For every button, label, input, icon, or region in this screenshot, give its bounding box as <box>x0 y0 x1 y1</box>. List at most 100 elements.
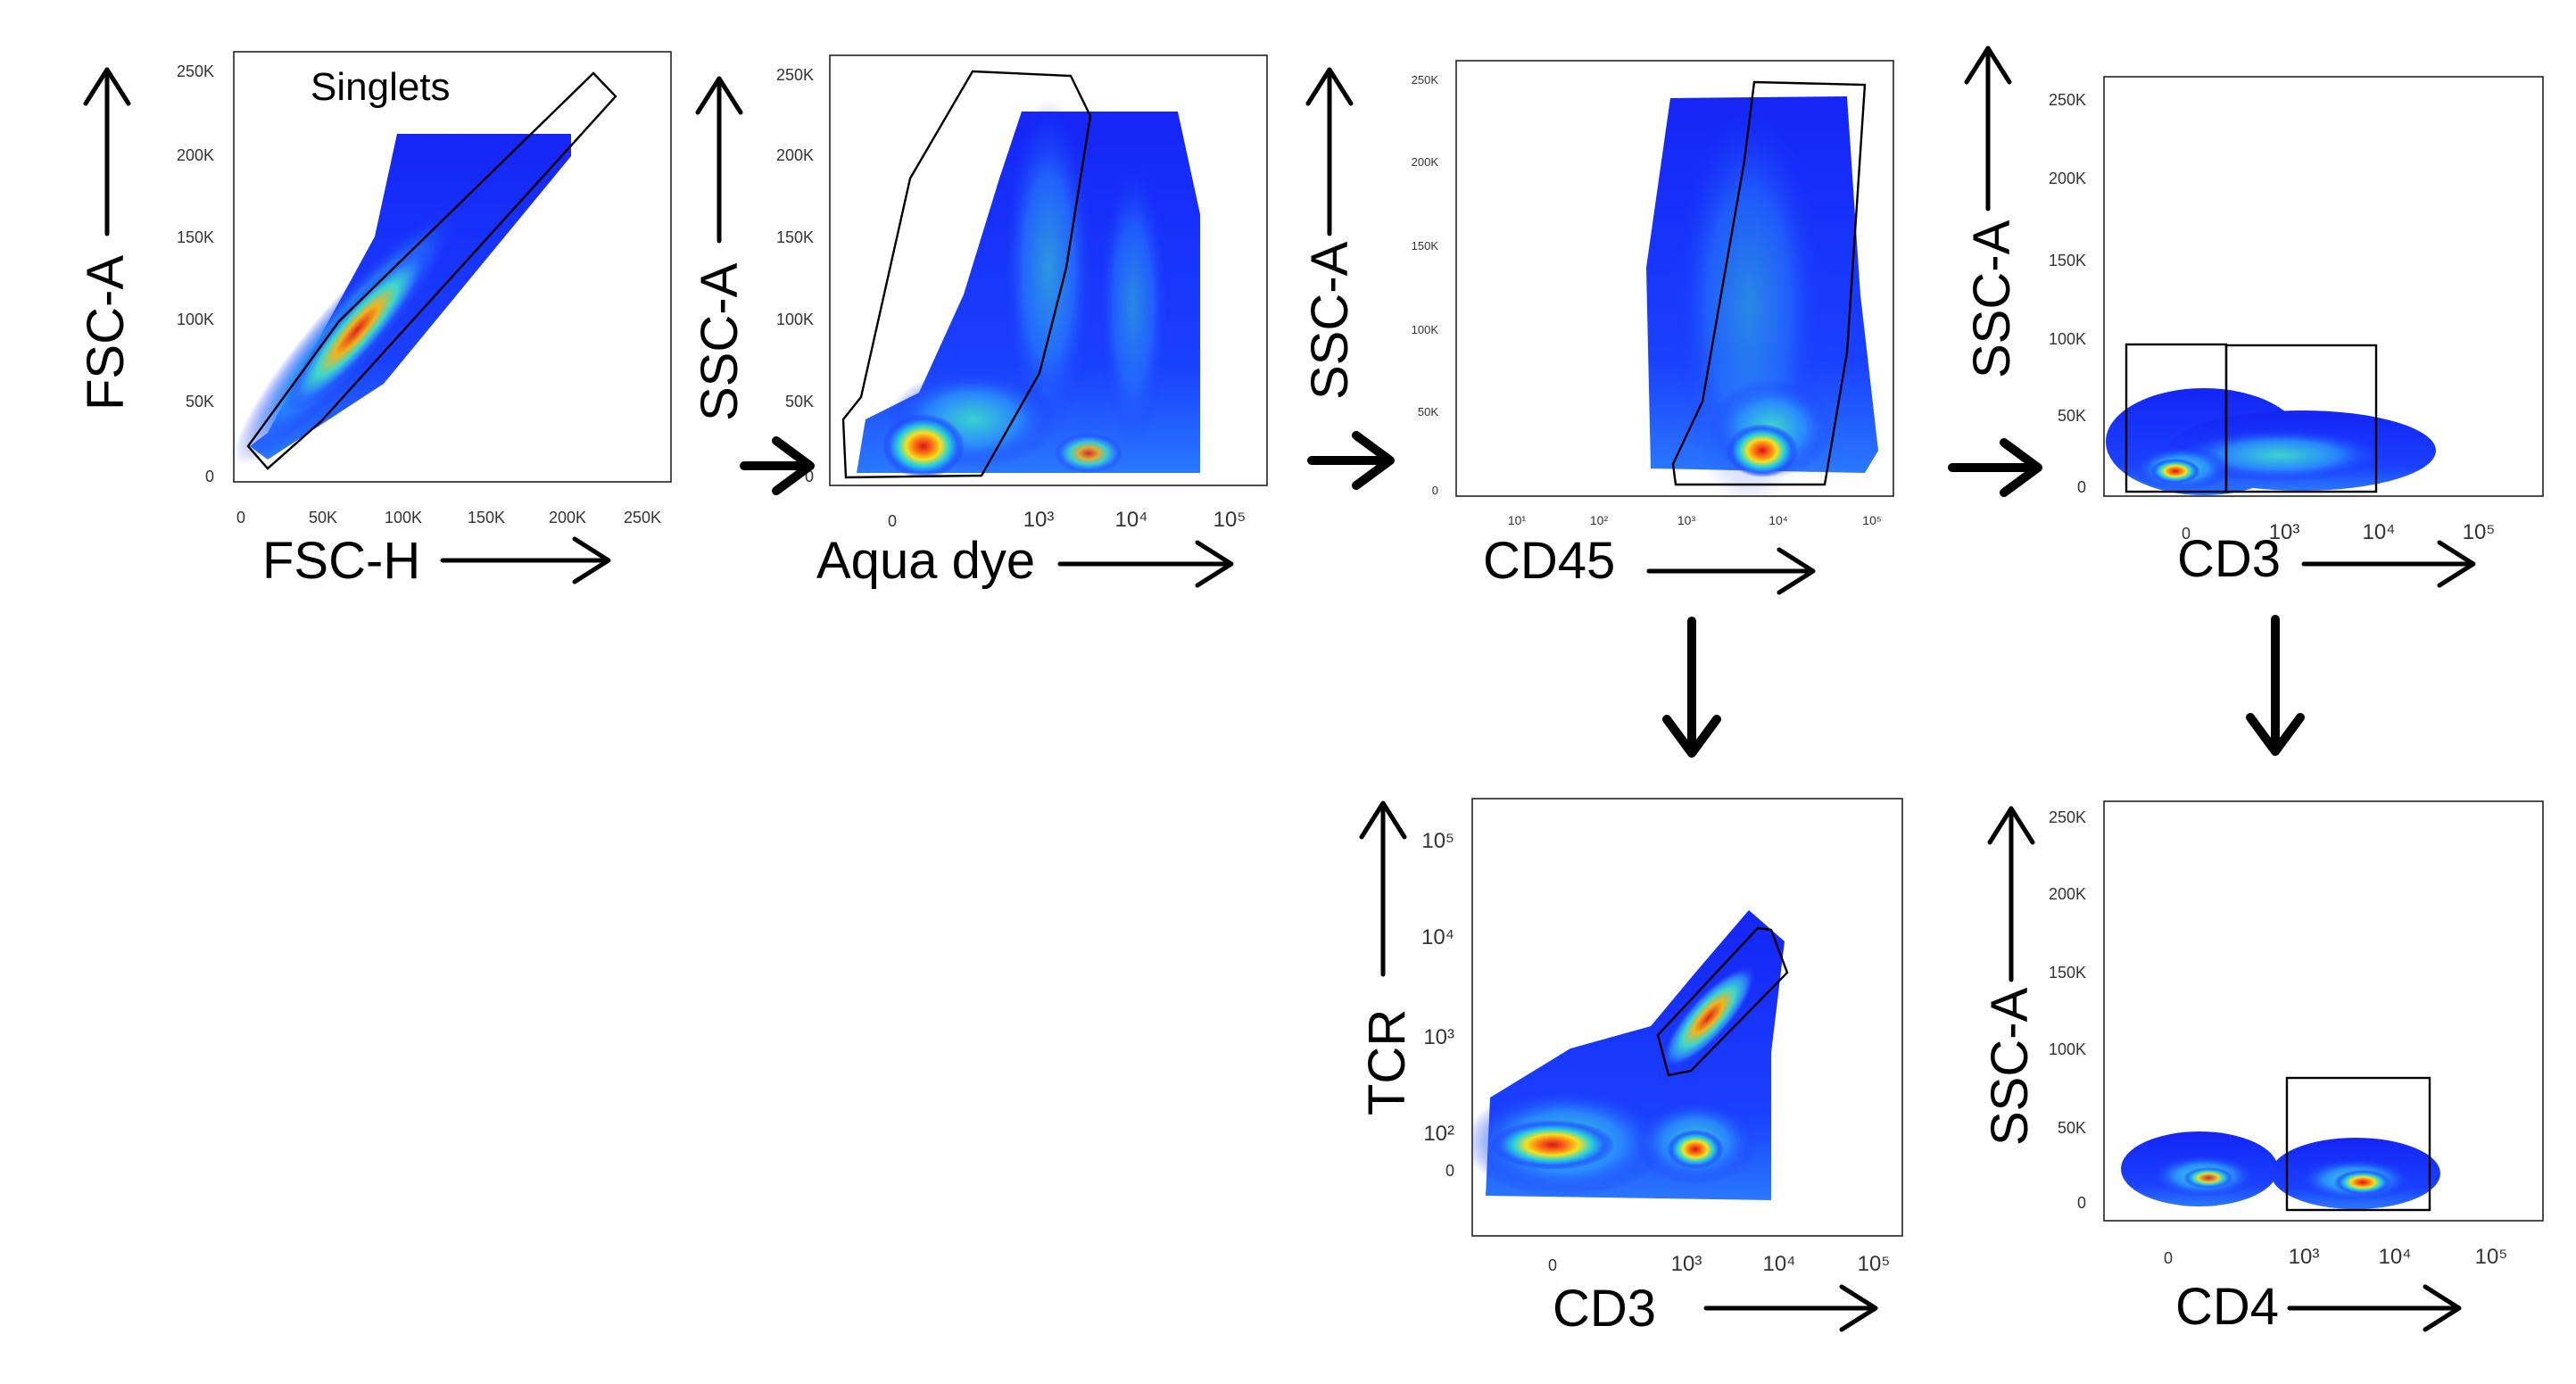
y-tick-label: 150K <box>1412 239 1439 253</box>
y-tick-label: 0 <box>205 468 214 485</box>
flow-arrow-right <box>1307 431 1395 490</box>
panel-cd3-tcr: 0 10² 10³ 10⁴ 10⁵ 0 10³ 10⁴ 10⁵ TCR CD3 <box>1358 798 1903 1338</box>
x-tick-label: 10³ <box>2289 1245 2320 1269</box>
y-tick-label: 150K <box>177 228 214 246</box>
x-tick-label: 150K <box>468 509 505 526</box>
y-tick-label: 50K <box>785 393 814 410</box>
density-cloud <box>857 98 1200 478</box>
y-tick-label: 50K <box>2058 1119 2086 1137</box>
x-ticks: 0 10³ 10⁴ 10⁵ <box>2164 1245 2507 1269</box>
panel-cd45: 0 50K 100K 150K 200K 250K 10¹ 10² 10³ 10… <box>1301 60 1894 595</box>
flow-arrow-right <box>740 436 815 495</box>
y-tick-label: 150K <box>2049 252 2086 269</box>
y-axis-arrow <box>1964 46 2012 211</box>
x-tick-label: 10² <box>1590 513 1609 527</box>
flow-arrow-down <box>2246 615 2305 756</box>
x-axis-arrow <box>2301 540 2476 588</box>
y-tick-label: 250K <box>2049 91 2086 109</box>
y-ticks: 0 10² 10³ 10⁴ 10⁵ <box>1421 829 1454 1180</box>
panel-live: 0 50K 100K 150K 200K 250K 0 10³ 10⁴ 10⁵ … <box>691 54 1268 590</box>
y-ticks: 0 50K 100K 150K 200K 250K <box>177 62 214 485</box>
y-tick-label: 150K <box>2049 964 2086 982</box>
x-tick-label: 200K <box>549 509 586 526</box>
y-tick-label: 200K <box>1412 155 1439 169</box>
y-axis-label: SSC-A <box>1301 241 1359 400</box>
y-ticks: 0 50K 100K 150K 200K 250K <box>2049 808 2086 1212</box>
y-tick-label: 200K <box>177 146 214 164</box>
x-axis-label: CD4 <box>2175 1278 2279 1336</box>
x-tick-label: 10⁵ <box>1858 1252 1891 1276</box>
density-cloud <box>1646 96 1878 496</box>
x-tick-label: 0 <box>888 512 897 530</box>
x-tick-label: 10⁴ <box>1762 1252 1795 1276</box>
x-axis-arrow <box>2287 1284 2462 1332</box>
y-axis-label: TCR <box>1358 1009 1416 1115</box>
x-tick-label: 0 <box>2182 525 2191 543</box>
y-ticks: 0 50K 100K 150K 200K 250K <box>776 66 814 485</box>
x-axis-arrow <box>1057 540 1234 588</box>
x-tick-label: 250K <box>624 509 661 526</box>
x-axis-label: CD3 <box>2177 530 2281 588</box>
y-tick-label: 250K <box>776 66 814 84</box>
y-tick-label: 150K <box>776 228 814 246</box>
y-tick-label: 200K <box>2049 170 2086 187</box>
y-tick-label: 250K <box>2049 808 2086 826</box>
x-tick-label: 10⁵ <box>1213 508 1247 532</box>
y-tick-label: 50K <box>1418 405 1438 419</box>
x-tick-label: 0 <box>1548 1256 1557 1274</box>
y-tick-label: 250K <box>1412 73 1439 87</box>
x-ticks: 0 10³ 10⁴ 10⁵ <box>2182 520 2495 544</box>
x-tick-label: 10³ <box>1671 1252 1702 1276</box>
y-tick-label: 100K <box>2049 330 2086 348</box>
x-axis-arrow <box>440 536 611 584</box>
x-ticks: 0 10³ 10⁴ 10⁵ <box>1548 1252 1890 1276</box>
y-tick-label: 100K <box>177 311 214 328</box>
y-tick-label: 10⁴ <box>1421 925 1454 949</box>
y-tick-label: 100K <box>776 311 814 328</box>
x-tick-label: 10³ <box>1023 508 1055 532</box>
y-tick-label: 10⁵ <box>1421 829 1454 853</box>
cd45-gate <box>1671 80 1867 486</box>
density-cloud <box>2121 1131 2440 1209</box>
y-axis-arrow <box>695 76 743 244</box>
y-axis-label: FSC-A <box>77 255 135 410</box>
x-tick-label: 10⁴ <box>1114 508 1147 532</box>
panel-cd3-ssc: 0 50K 100K 150K 200K 250K 0 10³ 10⁴ 10⁵ … <box>1963 46 2544 588</box>
y-tick-label: 10² <box>1423 1122 1454 1146</box>
singlets-gate <box>246 71 617 470</box>
y-tick-label: 0 <box>2077 1194 2086 1212</box>
y-axis-arrow <box>1359 800 1407 977</box>
x-axis-label: FSC-H <box>262 532 420 590</box>
x-tick-label: 100K <box>385 509 422 526</box>
y-tick-label: 0 <box>805 468 814 485</box>
panel-cd4-ssc: 0 50K 100K 150K 200K 250K 0 10³ 10⁴ 10⁵ … <box>1981 800 2544 1336</box>
y-axis-label: SSC-A <box>1963 220 2021 378</box>
y-tick-label: 200K <box>2049 885 2086 903</box>
x-tick-label: 0 <box>236 509 245 526</box>
y-tick-label: 100K <box>1412 323 1439 336</box>
y-tick-label: 200K <box>776 146 814 164</box>
y-axis-label: SSC-A <box>1981 987 2039 1146</box>
y-tick-label: 50K <box>2058 407 2086 425</box>
y-tick-label: 250K <box>177 62 214 80</box>
x-tick-label: 10⁴ <box>2378 1245 2411 1269</box>
x-tick-label: 10³ <box>2269 520 2300 544</box>
x-axis-label: CD45 <box>1483 532 1615 590</box>
y-tick-label: 0 <box>2077 478 2086 496</box>
flow-arrow-right <box>1948 438 2042 497</box>
y-axis-arrow <box>83 67 131 236</box>
x-ticks: 10¹ 10² 10³ 10⁴ 10⁵ <box>1508 513 1882 527</box>
y-ticks: 0 50K 100K 150K 200K 250K <box>1412 73 1439 497</box>
cd4-positive-gate <box>2285 1076 2431 1212</box>
y-tick-label: 0 <box>1445 1162 1454 1180</box>
gate-label: Singlets <box>311 65 451 109</box>
tcr-cd3-gate <box>1656 926 1789 1077</box>
x-tick-label: 10¹ <box>1508 513 1527 527</box>
x-axis-arrow <box>1646 547 1816 595</box>
x-ticks: 0 10³ 10⁴ 10⁵ <box>888 508 1246 532</box>
density-cloud <box>234 134 571 465</box>
flow-arrows <box>740 431 2305 758</box>
x-axis-label: CD3 <box>1553 1280 1656 1338</box>
x-ticks: 0 50K 100K 150K 200K 250K <box>236 509 661 526</box>
